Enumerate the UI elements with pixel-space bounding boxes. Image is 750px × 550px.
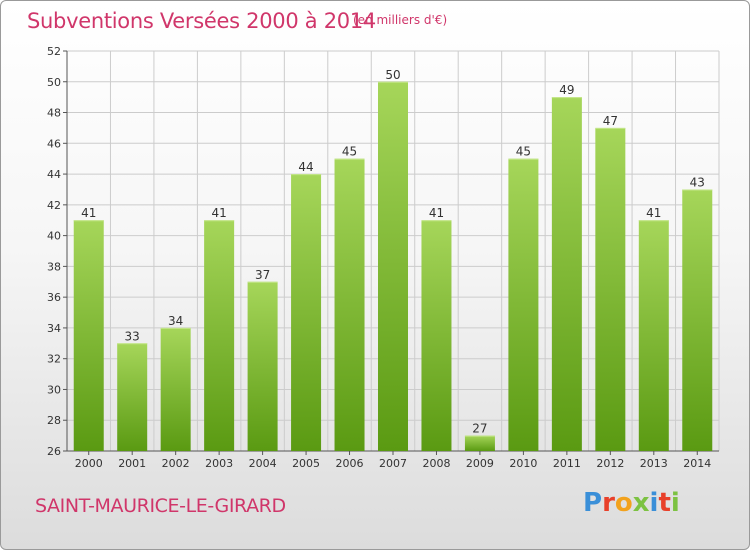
bar-2012: [595, 127, 626, 451]
logo-letter: i: [670, 488, 680, 518]
data-label-2010: 45: [516, 145, 531, 159]
proxiti-logo: Proxiti: [583, 488, 680, 518]
data-label-2000: 41: [81, 206, 96, 220]
y-tick-label: 32: [47, 353, 61, 366]
x-tick-label-2002: 2002: [162, 457, 190, 470]
y-tick-label: 30: [47, 383, 61, 396]
bars: [73, 81, 713, 452]
data-label-2005: 44: [298, 160, 313, 174]
data-label-2006: 45: [342, 145, 357, 159]
data-label-2009: 27: [472, 422, 487, 436]
x-tick-label-2000: 2000: [75, 457, 103, 470]
chart-title: Subventions Versées 2000 à 2014: [27, 9, 376, 33]
data-labels: 41 33 34 41 37 44 45 50 41 27 45 49 47 41 43: [81, 68, 705, 436]
bar-2009: [464, 435, 495, 451]
data-label-2004: 37: [255, 268, 270, 282]
x-tick-label-2009: 2009: [466, 457, 494, 470]
x-tick-label-2014: 2014: [683, 457, 711, 470]
data-label-2012: 47: [603, 114, 618, 128]
logo-letter: t: [658, 488, 671, 518]
logo-letter: r: [602, 488, 615, 518]
bar-2002: [160, 327, 191, 451]
x-tick-label-2010: 2010: [509, 457, 537, 470]
unit-note: (en milliers d'€): [353, 13, 448, 27]
tick-labels: 26 28 30 32 34 36 38 40 42 44 46 48 50 52 2000 2001 2002…: [47, 45, 711, 470]
logo-letter: o: [614, 488, 633, 518]
data-label-2013: 41: [646, 206, 661, 220]
x-tick-label-2007: 2007: [379, 457, 407, 470]
x-tick-label-2008: 2008: [422, 457, 450, 470]
bar-2006: [334, 158, 365, 451]
y-tick-label: 50: [47, 76, 61, 89]
data-label-2007: 50: [385, 68, 400, 82]
bar-2001: [117, 343, 148, 451]
commune-name: SAINT-MAURICE-LE-GIRARD: [35, 495, 286, 517]
data-label-2014: 43: [690, 175, 705, 189]
y-tick-label: 36: [47, 291, 61, 304]
y-tick-label: 40: [47, 230, 61, 243]
x-tick-label-2012: 2012: [596, 457, 624, 470]
bar-2000: [73, 220, 104, 451]
data-label-2011: 49: [559, 83, 574, 97]
data-label-2002: 34: [168, 314, 183, 328]
y-tick-label: 44: [47, 168, 61, 181]
x-tick-label-2001: 2001: [118, 457, 146, 470]
bar-2011: [551, 97, 582, 452]
x-tick-label-2003: 2003: [205, 457, 233, 470]
x-tick-label-2004: 2004: [249, 457, 277, 470]
bar-2003: [204, 220, 235, 451]
data-label-2008: 41: [429, 206, 444, 220]
logo-letter: i: [649, 488, 659, 518]
x-tick-label-2013: 2013: [640, 457, 668, 470]
y-tick-label: 26: [47, 445, 61, 458]
x-tick-label-2005: 2005: [292, 457, 320, 470]
y-tick-label: 38: [47, 260, 61, 273]
y-tick-label: 42: [47, 199, 61, 212]
y-tick-label: 48: [47, 107, 61, 120]
bar-2004: [247, 281, 278, 451]
bar-2013: [638, 220, 669, 451]
y-tick-label: 46: [47, 137, 61, 150]
bar-2008: [421, 220, 452, 451]
data-label-2003: 41: [211, 206, 226, 220]
x-tick-label-2006: 2006: [336, 457, 364, 470]
bar-2014: [682, 189, 713, 451]
bar-2007: [378, 81, 408, 452]
y-tick-label: 52: [47, 45, 61, 58]
bar-2010: [508, 158, 539, 451]
logo-letter: x: [632, 488, 650, 518]
y-tick-label: 34: [47, 322, 61, 335]
x-tick-label-2011: 2011: [553, 457, 581, 470]
y-tick-label: 28: [47, 414, 61, 427]
bar-2005: [291, 174, 322, 452]
data-label-2001: 33: [125, 329, 140, 343]
logo-letter: P: [583, 488, 603, 518]
